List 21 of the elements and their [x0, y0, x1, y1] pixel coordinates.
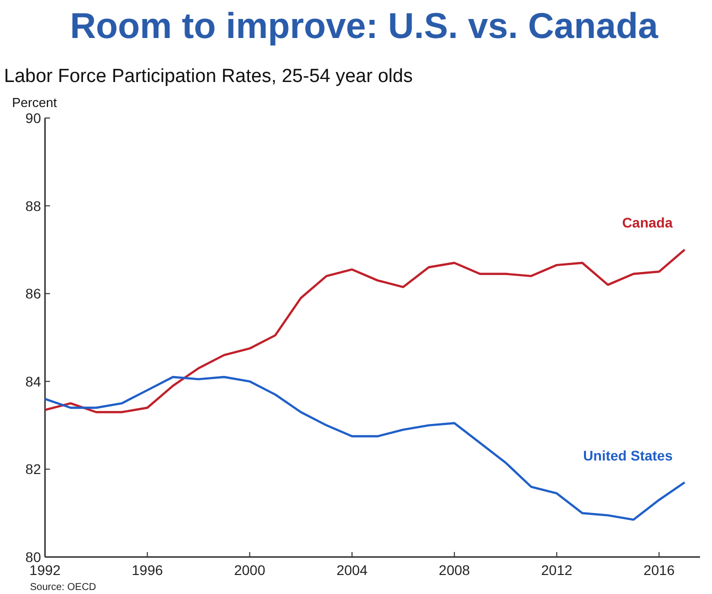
series-label: United States — [583, 447, 673, 464]
y-tick-label: 86 — [25, 286, 42, 302]
y-tick-label: 84 — [25, 373, 42, 390]
chart-title: Room to improve: U.S. vs. Canada — [70, 5, 660, 46]
x-tick-label: 2004 — [336, 562, 368, 578]
x-tick-label: 2012 — [541, 562, 572, 578]
y-tick-label: 90 — [25, 110, 42, 126]
x-tick-label: 2016 — [643, 562, 675, 578]
source-note: Source: OECD — [30, 582, 96, 593]
line-series — [44, 248, 686, 414]
x-tick-label: 1996 — [132, 562, 164, 578]
x-tick-label: 1992 — [29, 562, 61, 578]
y-axis-title: Percent — [12, 95, 58, 110]
x-tick-label: 2000 — [234, 562, 266, 578]
y-tick-label: 82 — [25, 461, 42, 478]
series-label: Canada — [622, 214, 673, 231]
chart-subtitle: Labor Force Participation Rates, 25-54 year olds — [4, 66, 413, 87]
y-tick-label: 80 — [25, 549, 42, 565]
x-tick-label: 2008 — [438, 562, 470, 578]
y-tick-label: 88 — [25, 198, 42, 214]
line-series — [44, 376, 686, 521]
